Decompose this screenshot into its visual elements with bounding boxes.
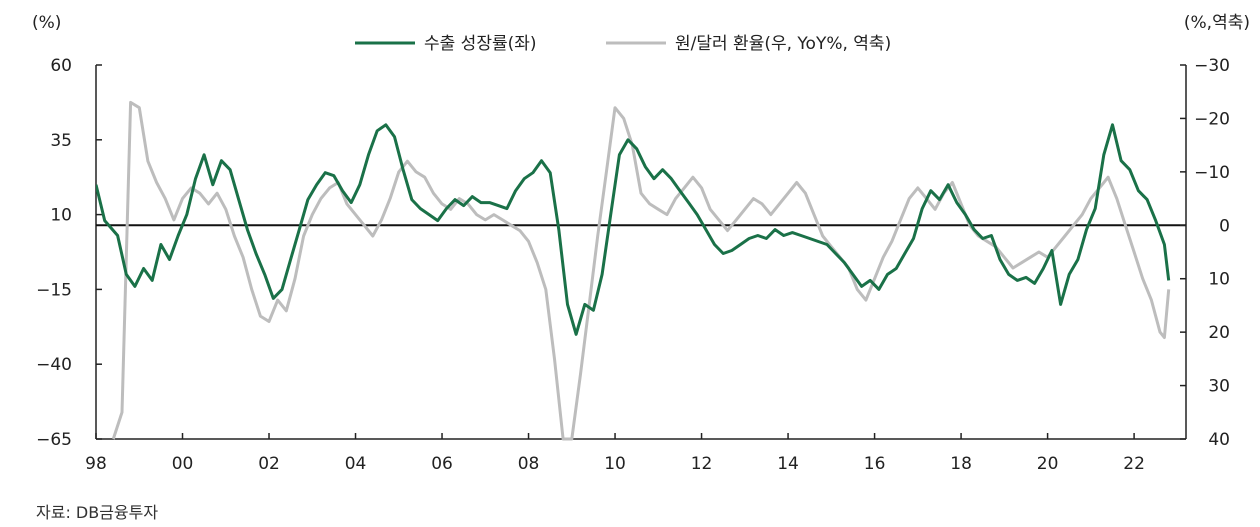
- krw-usd-yoy-line: [111, 100, 1171, 441]
- right-tick-label: 0: [1219, 216, 1230, 236]
- x-tick-label: 06: [431, 454, 453, 474]
- right-tick-label: 40: [1208, 430, 1230, 450]
- x-tick-label: 04: [345, 454, 367, 474]
- x-tick-label: 14: [777, 454, 799, 474]
- right-tick-label: 30: [1208, 377, 1230, 397]
- right-tick-label: −20: [1194, 109, 1230, 129]
- x-tick-label: 98: [85, 454, 107, 474]
- x-tick-label: 08: [518, 454, 540, 474]
- legend-label-krw: 원/달러 환율(우, YoY%, 역축): [675, 34, 891, 54]
- x-tick-label: 00: [172, 454, 194, 474]
- x-tick-label: 16: [864, 454, 886, 474]
- x-tick-label: 22: [1123, 454, 1145, 474]
- export-growth-line: [96, 123, 1171, 336]
- left-tick-label: −40: [36, 355, 72, 375]
- x-tick-label: 10: [604, 454, 626, 474]
- right-tick-label: 10: [1208, 270, 1230, 290]
- legend-label-export: 수출 성장률(좌): [424, 34, 537, 54]
- right-tick-label: −30: [1194, 56, 1230, 76]
- source-note: 자료: DB금융투자: [36, 503, 159, 522]
- left-tick-label: 10: [50, 206, 72, 226]
- left-unit-label: (%): [32, 13, 61, 33]
- right-unit-label: (%,역축): [1184, 13, 1250, 33]
- left-tick-label: −65: [36, 430, 72, 450]
- left-tick-label: −15: [36, 280, 72, 300]
- x-tick-label: 18: [950, 454, 972, 474]
- x-tick-label: 20: [1037, 454, 1059, 474]
- x-tick-label: 02: [258, 454, 280, 474]
- left-tick-label: 60: [50, 56, 72, 76]
- left-tick-label: 35: [50, 131, 72, 151]
- x-tick-label: 12: [691, 454, 713, 474]
- right-tick-label: 20: [1208, 323, 1230, 343]
- right-tick-label: −10: [1194, 163, 1230, 183]
